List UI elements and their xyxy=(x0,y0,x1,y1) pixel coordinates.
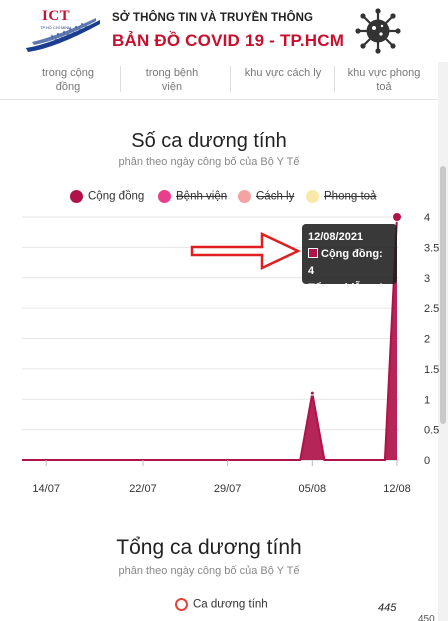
legend-item-quarantine[interactable]: Cách ly xyxy=(238,190,294,203)
chart2-ytick-top: 450 xyxy=(418,614,435,621)
tooltip-series-value: Cộng đồng: 4 xyxy=(308,248,383,277)
tooltip-date: 12/08/2021 xyxy=(308,231,364,243)
data-point xyxy=(392,212,402,222)
chart2-subtitle: phân theo ngày công bố của Bộ Y Tế xyxy=(118,565,300,577)
legend-item-hospital[interactable]: Bệnh viện xyxy=(158,190,227,203)
annotation-arrow xyxy=(190,232,301,270)
tab-label-line1: khu vực cách ly xyxy=(244,67,322,79)
chart2-legend-item[interactable]: Ca dương tính xyxy=(175,598,268,611)
virus-icon xyxy=(355,8,401,54)
legend-dot xyxy=(306,190,319,203)
logo-subtext: TP.HỒ CHÍ MINH xyxy=(40,25,72,30)
legend-item-community[interactable]: Cộng đồng xyxy=(70,190,144,203)
y-tick-label: 2 xyxy=(424,334,430,346)
chart-title: Số ca dương tính xyxy=(131,130,287,152)
page-title: BẢN ĐỒ COVID 19 - TP.HCM xyxy=(112,31,345,50)
tab-label-line2: viện xyxy=(161,81,183,93)
y-tick-label: 1 xyxy=(424,394,430,406)
chart2-legend-label: Ca dương tính xyxy=(193,598,268,611)
y-tick-label: 2.5 xyxy=(424,303,439,315)
header-title-block: SỞ THÔNG TIN VÀ TRUYỀN THÔNG BẢN ĐỒ COVI… xyxy=(112,12,352,51)
scrollbar-thumb[interactable] xyxy=(440,166,446,424)
tab-label-line1: trong bệnh xyxy=(145,67,199,79)
legend-dot xyxy=(158,190,171,203)
tab-divider xyxy=(334,66,335,92)
tab-label-line1: trong cộng xyxy=(42,67,94,79)
ict-logo[interactable]: ICT TP.HỒ CHÍ MINH xyxy=(22,8,102,54)
tab-lockdown[interactable]: khu vực phong toả xyxy=(338,66,430,96)
tab-label-line1: khu vực phong xyxy=(347,67,421,79)
chart-subtitle: phân theo ngày công bố của Bộ Y Tế xyxy=(118,156,300,168)
tab-hospital[interactable]: trong bệnh viện xyxy=(126,66,218,96)
legend-label: Cách ly xyxy=(256,190,295,203)
legend-dot xyxy=(70,190,83,203)
org-name: SỞ THÔNG TIN VÀ TRUYỀN THÔNG xyxy=(112,12,314,24)
y-tick-label: 0 xyxy=(424,455,430,467)
tooltip-total: Tổng nhiễm: 4 xyxy=(308,282,384,294)
legend-dot xyxy=(238,190,251,203)
x-tick-label: 22/07 xyxy=(129,483,157,495)
tab-divider xyxy=(120,66,121,92)
tab-divider xyxy=(230,66,231,92)
chart2-value-label: 445 xyxy=(378,602,397,614)
tab-label-line2: đồng xyxy=(55,81,81,93)
category-tabs: trong cộng đồng trong bệnh viện khu vực … xyxy=(0,62,448,100)
legend-label: Bệnh viện xyxy=(176,190,228,203)
tab-quarantine[interactable]: khu vực cách ly xyxy=(232,66,334,96)
logo-text: ICT xyxy=(42,8,71,24)
x-tick-label: 14/07 xyxy=(32,483,60,495)
x-tick-label: 12/08 xyxy=(383,483,411,495)
y-tick-label: 3 xyxy=(424,273,430,285)
legend-item-lockdown[interactable]: Phong toả xyxy=(306,190,376,203)
legend-ring-marker xyxy=(175,598,188,611)
chart2-title: Tổng ca dương tính xyxy=(116,536,302,559)
chart-tooltip: 12/08/2021 Cộng đồng: 4 Tổng nhiễm: 4 xyxy=(302,224,397,294)
y-tick-label: 1.5 xyxy=(424,364,439,376)
y-tick-label: 4 xyxy=(424,212,430,224)
tab-label-line2: toả xyxy=(376,81,392,93)
tab-community[interactable]: trong cộng đồng xyxy=(22,66,114,96)
series-line xyxy=(22,216,398,461)
legend-label: Phong toả xyxy=(324,190,377,203)
y-tick-label: 0.5 xyxy=(424,425,439,437)
logo-graphic xyxy=(26,18,100,52)
data-point xyxy=(309,390,315,396)
y-tick-label: 3.5 xyxy=(424,242,439,254)
legend-label: Cộng đồng xyxy=(88,190,145,203)
app-header: ICT TP.HỒ CHÍ MINH SỞ THÔNG TIN VÀ TRUYỀ… xyxy=(0,0,448,62)
tooltip-swatch xyxy=(308,248,318,258)
x-tick-label: 29/07 xyxy=(214,483,242,495)
x-tick-label: 05/08 xyxy=(299,483,327,495)
tooltip-series-row: Cộng đồng: 4 xyxy=(308,246,391,280)
